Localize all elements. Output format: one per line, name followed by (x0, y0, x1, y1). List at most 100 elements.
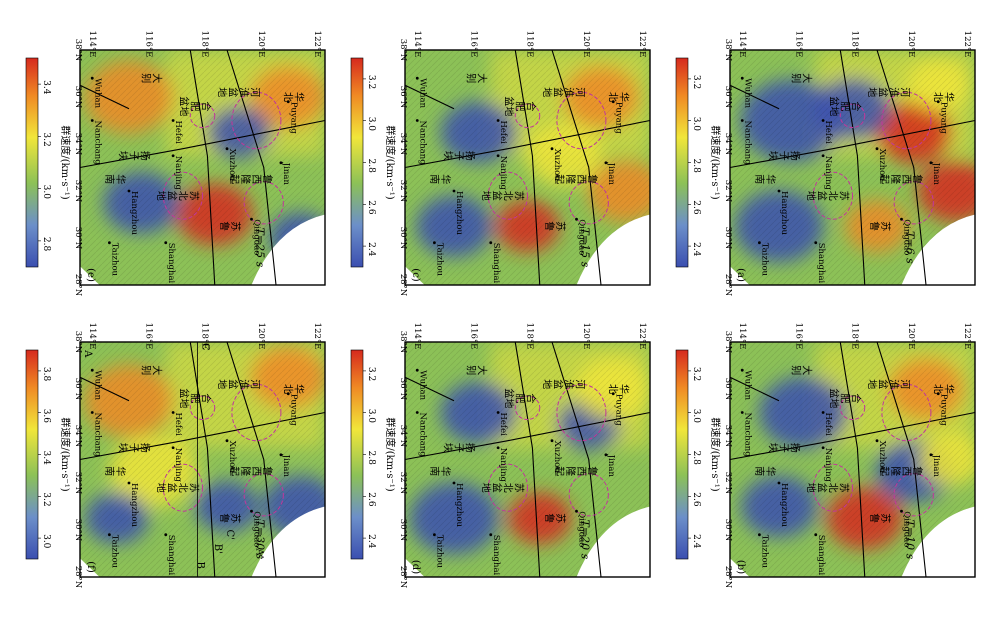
fault-line (404, 376, 455, 402)
fault-line (189, 341, 216, 578)
basin-outline (812, 463, 854, 512)
lat-tick-label: 30°N (723, 227, 733, 250)
region-label-yangtze: 块 (116, 151, 128, 161)
no-data-area (80, 266, 100, 285)
lat-tick-label: 36°N (398, 86, 408, 109)
city-marker (171, 119, 175, 122)
region-label-hefei-basin: 盆地 (178, 388, 191, 408)
city-label-taizhou: Taizhou (109, 535, 119, 569)
basin-outline (568, 473, 609, 517)
colorbar-tick-label: 2.6 (691, 200, 701, 215)
region-label-subei-basin: 盆 (815, 191, 828, 201)
no-data-area (730, 558, 750, 577)
city-label-jinan: Jinan (281, 162, 291, 186)
city-label-taizhou: Taizhou (434, 243, 444, 277)
fault-line (226, 341, 277, 578)
city-marker (279, 161, 283, 165)
colorbar (350, 349, 364, 560)
region-label-subei-basin: 北 (176, 191, 188, 201)
region-label-huaihe-basin: 河 (574, 87, 586, 97)
city-label-qingdao: Qingdao (902, 219, 912, 255)
city-label-hangzhou: Hangzhou (129, 191, 139, 235)
region-label-sulu: 苏 (229, 221, 242, 231)
lon-tick-label: 116°E (468, 31, 478, 58)
region-label-subei-basin: 盆 (165, 191, 178, 201)
city-label-wuhan: Wuhan (92, 78, 102, 108)
city-label-xuzhou: Xuzhou (552, 441, 562, 474)
basin-outline (231, 383, 282, 442)
region-label-huabei: 华 (293, 92, 306, 102)
city-marker (550, 439, 554, 443)
region-label-yangtze: 扬 (788, 443, 801, 453)
lat-tick-label: 28°N (723, 274, 733, 297)
region-label-sulu: 苏 (554, 221, 567, 231)
city-marker (250, 509, 253, 513)
lon-tick-label: 114°E (737, 31, 747, 58)
basin-outline (893, 473, 934, 517)
region-label-subei-basin: 苏 (512, 483, 525, 493)
lat-tick-label: 32°N (398, 472, 408, 495)
city-marker (452, 189, 456, 193)
no-data-area (251, 506, 325, 577)
region-label-subei-basin: 北 (501, 483, 513, 493)
region-label-luxi-uplift: 起 (553, 466, 565, 476)
region-label-subei-basin: 地 (479, 483, 492, 493)
region-label-luxi-uplift: 西 (900, 174, 911, 184)
panel-label: (b) (735, 560, 746, 574)
region-label-yangtze: 块 (441, 443, 453, 453)
fault-line (729, 84, 780, 110)
map-area: 河淮盆地鲁西隆起苏北盆地合肥盆地苏鲁扬子块大别华北华南WuhanNanchang… (79, 341, 326, 578)
basin-outline (839, 103, 866, 129)
map-frame (404, 341, 651, 578)
region-label-sulu: 鲁 (543, 221, 556, 231)
lat-tick-label: 34°N (723, 133, 733, 156)
profile-label: B' (212, 544, 223, 554)
region-label-southeast: 南 (103, 466, 116, 476)
city-marker (286, 392, 290, 396)
region-label-southeast: 南 (103, 174, 116, 184)
city-marker (433, 241, 436, 245)
region-label-huaihe-basin: 淮 (888, 379, 900, 389)
city-label-hefei: Hefei (498, 413, 508, 437)
city-label-jinan: Jinan (281, 454, 291, 478)
city-marker (496, 154, 500, 158)
lon-tick-label: 122°E (962, 323, 972, 350)
lat-tick-label: 38°N (398, 39, 408, 62)
city-marker (452, 481, 456, 485)
city-label-wuhan: Wuhan (742, 370, 752, 400)
fault-line (514, 341, 541, 578)
colorbar-tick-label: 2.4 (691, 242, 701, 257)
basin-outline (556, 383, 607, 442)
region-label-subei-basin: 地 (154, 191, 167, 201)
city-label-nanjing: Nanjing (173, 156, 183, 191)
city-marker (604, 161, 608, 165)
lon-tick-label: 116°E (793, 31, 803, 58)
city-marker (171, 446, 175, 450)
region-label-luxi-uplift: 西 (575, 466, 586, 476)
period-label: T=10 s (903, 520, 916, 560)
city-marker (90, 119, 94, 122)
fault-line (551, 49, 602, 286)
region-label-southeast: 南 (428, 174, 441, 184)
panel-c: 2.42.62.83.03.2群速度/(km·s⁻¹)河淮盆地鲁西隆起苏北盆地合… (350, 31, 651, 297)
map-frame (79, 49, 326, 286)
city-label-taizhou: Taizhou (759, 535, 769, 569)
region-label-hefei-basin: 肥 (514, 393, 526, 403)
region-label-luxi-uplift: 西 (900, 466, 911, 476)
region-label-yangtze: 块 (116, 443, 128, 453)
region-label-dabie: 别 (140, 365, 152, 375)
city-marker (929, 453, 933, 457)
fault-line (729, 119, 976, 169)
city-marker (900, 509, 903, 513)
fault-line (404, 411, 651, 461)
lat-tick-label: 34°N (398, 425, 408, 448)
region-label-dabie: 别 (465, 73, 477, 83)
city-marker (740, 76, 744, 80)
colorbar-tick-label: 3.0 (41, 185, 51, 200)
city-marker (250, 217, 253, 221)
map-area: 河淮盆地鲁西隆起苏北盆地合肥盆地苏鲁扬子块大别华北华南WuhanNanchang… (729, 49, 976, 286)
colorbar-tick-label: 2.6 (366, 492, 376, 507)
lat-tick-label: 32°N (73, 472, 83, 495)
city-marker (171, 154, 175, 158)
panel-e: 2.83.03.23.4群速度/(km·s⁻¹)河淮盆地鲁西隆起苏北盆地合肥盆地… (25, 31, 326, 297)
